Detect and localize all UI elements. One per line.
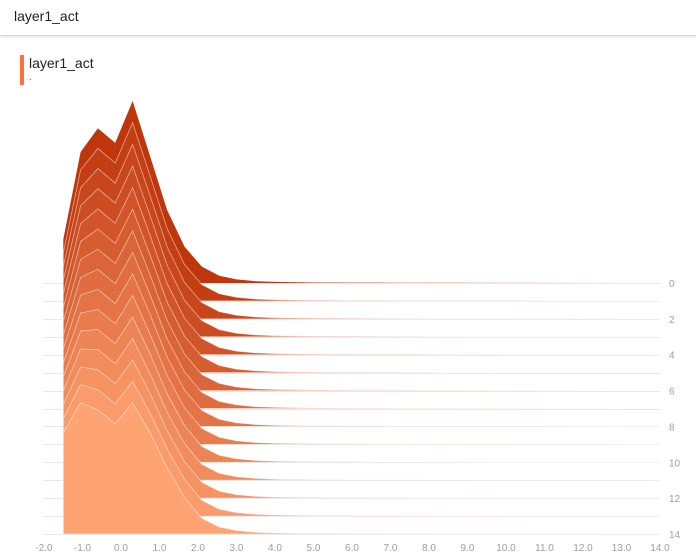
x-tick-label: 7.0: [384, 543, 398, 554]
x-tick-label: 10.0: [496, 543, 516, 554]
step-tick-label: 14: [669, 530, 681, 541]
x-tick-label: 4.0: [268, 543, 282, 554]
x-tick-label: 6.0: [345, 543, 359, 554]
x-tick-label: 8.0: [422, 543, 436, 554]
x-tick-label: 5.0: [307, 543, 321, 554]
step-tick-label: 10: [669, 458, 681, 469]
step-tick-label: 8: [669, 422, 675, 433]
legend-sublabel: .: [29, 72, 32, 83]
x-tick-label: -1.0: [74, 543, 92, 554]
header-bar: layer1_act: [0, 0, 696, 36]
legend-label: layer1_act: [29, 55, 94, 71]
page-title: layer1_act: [14, 8, 79, 24]
x-tick-label: 12.0: [573, 543, 593, 554]
step-tick-label: 4: [669, 351, 675, 362]
step-tick-label: 6: [669, 387, 675, 398]
x-tick-label: 0.0: [114, 543, 128, 554]
x-tick-label: -2.0: [35, 543, 53, 554]
x-tick-label: 11.0: [535, 543, 554, 554]
step-tick-label: 0: [669, 279, 675, 290]
step-tick-label: 12: [669, 494, 681, 505]
x-tick-label: 3.0: [230, 543, 244, 554]
legend-color-swatch: [20, 55, 24, 85]
x-tick-label: 2.0: [191, 543, 205, 554]
x-tick-label: 1.0: [153, 543, 167, 554]
x-tick-label: 14.0: [650, 543, 670, 554]
step-tick-label: 2: [669, 315, 675, 326]
histogram-step-14: [62, 402, 661, 535]
x-tick-label: 13.0: [612, 543, 632, 554]
x-tick-label: 9.0: [461, 543, 475, 554]
